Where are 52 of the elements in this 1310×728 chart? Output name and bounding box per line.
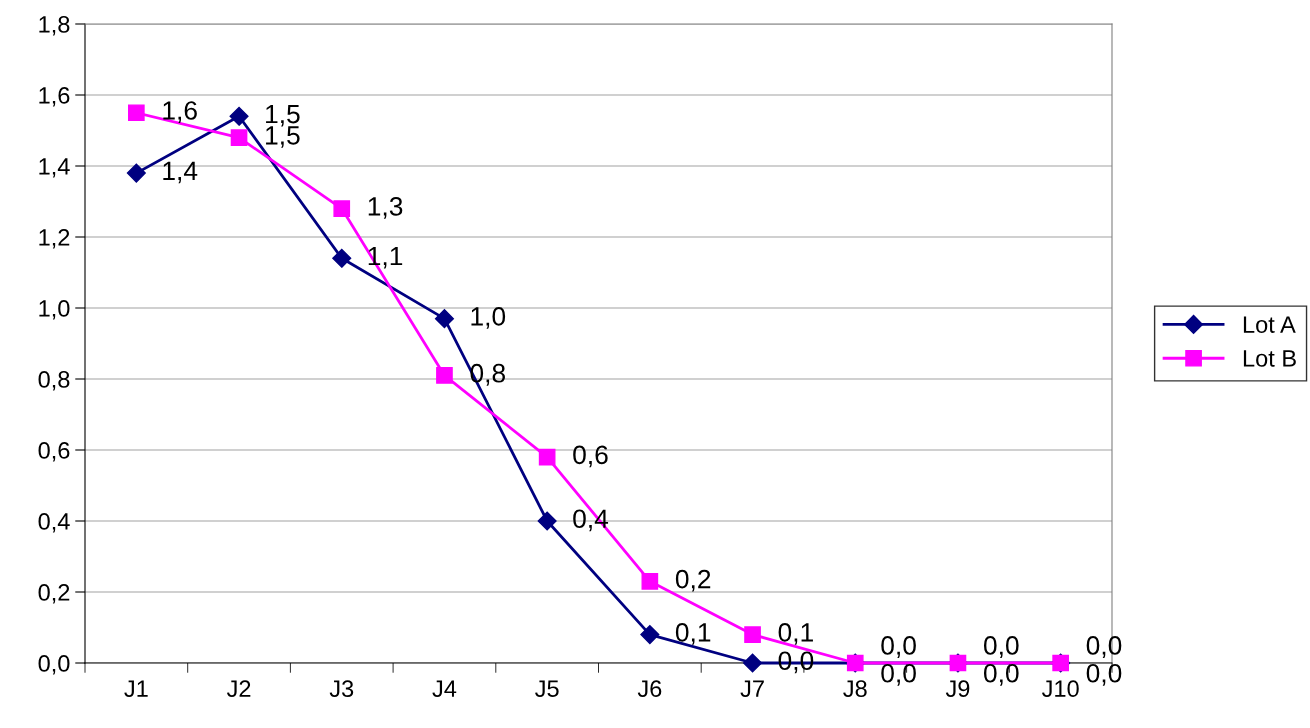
y-tick-label: 0,2 [38,584,70,604]
x-tick-label: J3 [329,680,354,698]
y-tick-label: 0,0 [38,655,70,675]
data-label: 0,0 [1086,636,1122,658]
data-label: 1,5 [266,126,300,148]
x-tick-label: J1 [124,680,148,698]
point [537,511,557,531]
x-tick-label: J5 [535,680,559,698]
point [436,367,453,384]
y-tick-label: 0,6 [38,442,70,462]
data-label: 0,6 [573,445,608,468]
data-label: 0,0 [983,636,1019,658]
legend-label: Lot A [1243,316,1296,333]
data-label: 1,4 [163,161,198,184]
point [229,106,249,126]
legend-label: Lot B [1243,350,1296,367]
data-label: 0,1 [675,623,711,645]
point [640,625,660,645]
x-tick-label: J10 [1041,680,1079,698]
x-tick-label: J6 [637,680,662,698]
x-tick-label: J8 [843,680,867,698]
point [743,653,763,673]
data-label: 1,3 [368,197,403,219]
y-tick-label: 1,0 [39,300,70,320]
y-tick-label: 1,4 [39,158,70,178]
y-tick-label: 1,2 [39,229,70,249]
point [230,129,248,146]
point [538,448,556,466]
point [333,200,351,217]
data-label: 0,2 [675,569,711,592]
x-tick-label: J4 [432,680,457,698]
data-label: 1,6 [163,101,197,123]
point [126,163,146,183]
data-label: 0,0 [1086,663,1122,686]
x-tick-label: J9 [945,680,970,698]
data-label: 0,1 [778,623,813,645]
point [744,626,761,643]
data-label: 1,0 [471,307,506,329]
y-tick-label: 0,4 [38,513,70,533]
y-tick-label: 1,8 [39,16,70,36]
data-label: 0,0 [881,663,916,686]
data-label: 1,5 [266,104,300,127]
point [434,309,454,329]
y-tick-label: 1,6 [39,87,70,107]
point [641,573,659,590]
data-label: 0,0 [983,663,1019,686]
point [128,104,145,122]
x-tick-label: J2 [226,680,251,698]
y-tick-label: 0,8 [38,371,70,391]
x-tick-label: J7 [740,680,764,698]
point [332,248,352,268]
data-label: 0,0 [881,636,916,658]
